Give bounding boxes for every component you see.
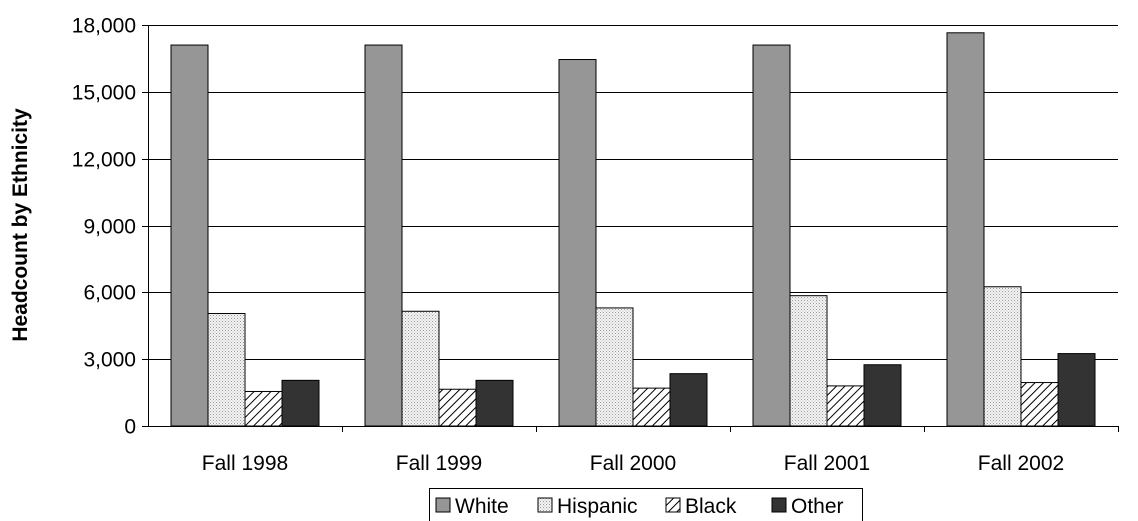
- legend-label-other: Other: [791, 495, 844, 518]
- legend: White Hispanic Black Other: [429, 488, 863, 521]
- y-tick-label: 18,000: [72, 15, 136, 38]
- bar-other: [281, 379, 320, 427]
- y-axis-title: Headcount by Ethnicity: [9, 108, 32, 342]
- y-tick-label: 15,000: [72, 82, 136, 105]
- y-tick-label: 0: [124, 416, 136, 439]
- bar-white: [170, 44, 209, 427]
- y-tick-label: 9,000: [83, 216, 136, 239]
- legend-swatch-white: [435, 497, 451, 513]
- y-tick-label: 3,000: [83, 349, 136, 372]
- x-tick-label: Fall 2000: [590, 452, 676, 475]
- y-tick-label: 6,000: [83, 282, 136, 305]
- legend-label-black: Black: [685, 495, 737, 518]
- legend-swatch-hispanic: [537, 497, 553, 513]
- bar-white: [752, 44, 791, 427]
- bar-hispanic: [207, 312, 246, 427]
- bar-other: [669, 373, 708, 427]
- bar-black: [244, 390, 283, 427]
- bar-black: [438, 388, 477, 427]
- bar-white: [946, 32, 985, 427]
- bar-hispanic: [789, 295, 828, 427]
- bar-black: [1020, 382, 1059, 427]
- bar-other: [1057, 353, 1096, 427]
- bar-hispanic: [595, 307, 634, 427]
- bar-other: [863, 364, 902, 427]
- axes: 0 3,000 6,000 9,000 12,000 15,000 18,000 Fall 1…: [72, 15, 1119, 475]
- bar-black: [826, 385, 865, 427]
- bar-white: [558, 59, 597, 427]
- legend-swatch-other: [771, 497, 787, 513]
- x-tick-label: Fall 2002: [978, 452, 1064, 475]
- x-tick-label: Fall 2001: [784, 452, 870, 475]
- bar-other: [475, 379, 514, 427]
- legend-label-white: White: [455, 495, 509, 518]
- bar-hispanic: [401, 310, 440, 427]
- bar-hispanic: [983, 286, 1022, 427]
- y-tick-label: 12,000: [72, 149, 136, 172]
- legend-box: [429, 488, 863, 521]
- x-tick-label: Fall 1999: [396, 452, 482, 475]
- x-tick-label: Fall 1998: [202, 452, 288, 475]
- bars: [170, 32, 1096, 427]
- legend-label-hispanic: Hispanic: [557, 495, 638, 518]
- legend-swatch-black: [665, 497, 681, 513]
- bar-white: [364, 44, 403, 427]
- bar-black: [632, 387, 671, 427]
